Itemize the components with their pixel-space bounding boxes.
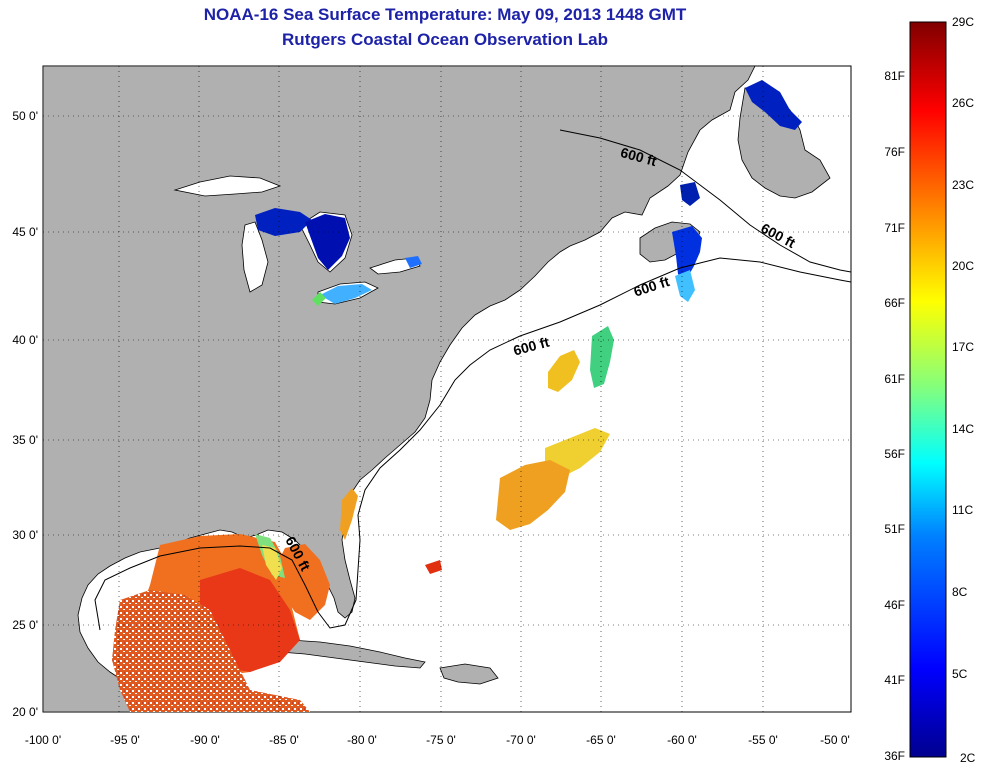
y-tick-label: 45 0' [12,225,38,239]
sst-georges [675,270,695,302]
land-hispaniola [439,663,499,685]
celsius-label: 11C [952,503,973,517]
x-tick-label: -65 0' [586,733,616,747]
fahrenheit-label: 81F [884,69,905,83]
y-tick-label: 20 0' [12,705,38,719]
fahrenheit-label: 51F [884,522,905,536]
y-tick-label: 25 0' [12,618,38,632]
sst-lake-erie [320,284,372,304]
x-tick-label: -55 0' [748,733,778,747]
x-tick-label: -50 0' [820,733,850,747]
x-tick-label: -75 0' [426,733,456,747]
celsius-label: 23C [952,178,974,192]
x-tick-label: -60 0' [667,733,697,747]
sst-bahamas-red [425,560,442,574]
sst-gulf-maine [672,226,702,280]
fahrenheit-label: 66F [884,296,905,310]
sst-gulfstream-yellow [545,428,610,478]
sst-gulfstream-orange [496,460,570,530]
fahrenheit-label: 61F [884,372,905,386]
fahrenheit-label: 56F [884,447,905,461]
y-tick-label: 40 0' [12,333,38,347]
celsius-label: 20C [952,259,974,273]
sst-bigbend-yellow [262,545,282,580]
sst-carolina [340,488,358,540]
sst-lake-huron [305,214,350,270]
x-tick-label: -95 0' [110,733,140,747]
land-north-america [43,66,756,712]
fahrenheit-label: 36F [884,749,905,763]
y-tick-label: 50 0' [12,109,38,123]
y-tick-label: 30 0' [12,528,38,542]
sst-slope-yellow [548,350,580,392]
land-cuba [263,639,426,669]
fahrenheit-label: 76F [884,145,905,159]
fahrenheit-label: 41F [884,673,905,687]
x-tick-label: -70 0' [506,733,536,747]
x-tick-label: -80 0' [347,733,377,747]
y-axis-ticks: 20 0' 25 0' 30 0' 35 0' 40 0' 45 0' 50 0… [12,109,38,719]
map-layers: 600 ft 600 ft 600 ft 600 ft 600 ft [43,66,851,712]
y-tick-label: 35 0' [12,433,38,447]
figure-title: NOAA-16 Sea Surface Temperature: May 09,… [203,5,687,24]
sst-lake-ontario [405,256,422,268]
sst-newfoundland [745,80,802,130]
celsius-label: 26C [952,96,974,110]
figure-subtitle: Rutgers Coastal Ocean Observation Lab [282,30,608,49]
sst-lake-erie-west [312,292,326,306]
celsius-label: 5C [952,667,968,681]
sst-gulf-st-lawrence [680,182,700,206]
celsius-label: 14C [952,422,974,436]
sst-lake-superior [255,208,312,236]
celsius-label: 2C [960,751,976,765]
sst-gulf-speckle [112,590,310,712]
x-axis-ticks: -100 0' -95 0' -90 0' -85 0' -80 0' -75 … [25,733,850,747]
x-tick-label: -90 0' [190,733,220,747]
colorbar: 81F 76F 71F 66F 61F 56F 51F 46F 41F 36F … [884,15,975,765]
colorbar-celsius-labels: 29C 26C 23C 20C 17C 14C 11C 8C 5C 2C [952,15,976,765]
celsius-label: 8C [952,585,968,599]
colorbar-fahrenheit-labels: 81F 76F 71F 66F 61F 56F 51F 46F 41F 36F [884,69,905,763]
x-tick-label: -100 0' [25,733,61,747]
fahrenheit-label: 46F [884,598,905,612]
sst-slope-green [590,326,614,388]
contour-600ft [94,257,851,631]
sst-patches [112,80,802,712]
x-tick-label: -85 0' [269,733,299,747]
celsius-label: 17C [952,340,974,354]
fahrenheit-label: 71F [884,221,905,235]
celsius-label: 29C [952,15,974,29]
colorbar-gradient [909,21,947,758]
contour-600ft-north [559,129,851,273]
